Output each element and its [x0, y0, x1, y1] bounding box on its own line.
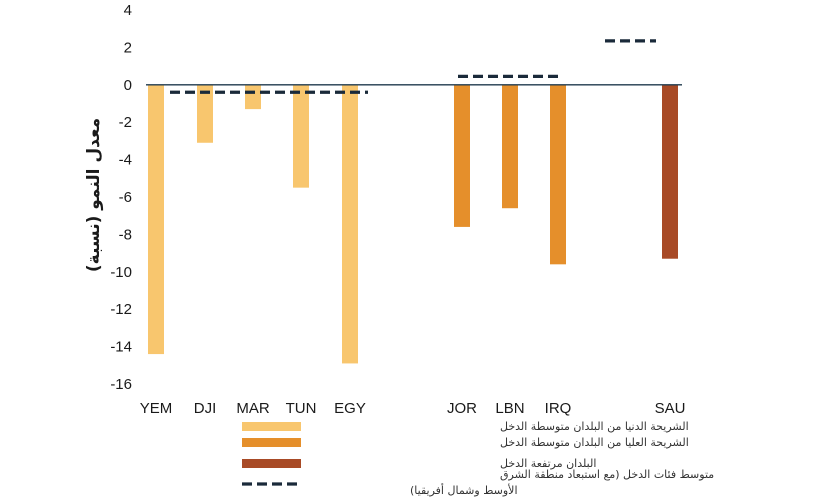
- x-label-jor: JOR: [447, 400, 477, 417]
- legend-swatch-upper-middle: [242, 438, 301, 447]
- y-tick-label: 2: [124, 39, 132, 56]
- bar-irq: [550, 84, 566, 265]
- y-tick-label: -16: [110, 376, 132, 393]
- bar-tun: [293, 84, 309, 188]
- y-tick-label: -10: [110, 264, 132, 281]
- y-tick-label: -8: [119, 226, 132, 243]
- y-tick-label: -2: [119, 114, 132, 131]
- x-label-egy: EGY: [334, 400, 366, 417]
- bar-egy: [342, 84, 358, 364]
- x-label-lbn: LBN: [495, 400, 524, 417]
- x-label-dji: DJI: [194, 400, 217, 417]
- x-label-irq: IRQ: [545, 400, 572, 417]
- bar-dji: [197, 84, 213, 143]
- y-tick-label: -6: [119, 189, 132, 206]
- bars: [148, 84, 678, 364]
- y-tick-label: -14: [110, 339, 132, 356]
- x-label-mar: MAR: [236, 400, 270, 417]
- x-label-yem: YEM: [140, 400, 173, 417]
- y-tick-label: -12: [110, 301, 132, 318]
- y-tick-label: 0: [124, 77, 132, 94]
- average-lines: [170, 39, 656, 94]
- legend-label-high: البلدان مرتفعة الدخل: [500, 457, 596, 470]
- legend-label-average-line2: الأوسط وشمال أفريقيا): [410, 483, 518, 497]
- bar-yem: [148, 84, 164, 355]
- bar-lbn: [502, 84, 518, 209]
- bar-jor: [454, 84, 470, 227]
- legend-swatch-lower-middle: [242, 422, 301, 431]
- bar-mar: [245, 84, 261, 110]
- y-tick-label: 4: [124, 2, 132, 19]
- bar-sau: [662, 84, 678, 259]
- y-tick-label: -4: [119, 152, 132, 169]
- legend-swatch-high: [242, 459, 301, 468]
- y-axis-label: معدل النمو (نسبة): [84, 118, 104, 272]
- x-axis-labels: YEM DJI MAR TUN EGY JOR LBN IRQ SAU: [140, 400, 686, 417]
- legend-label-upper-middle: الشريحة العليا من البلدان متوسطة الدخل: [500, 436, 689, 449]
- y-axis-ticks: 4 2 0 -2 -4 -6 -8 -10 -12 -14 -16: [110, 2, 132, 393]
- x-label-tun: TUN: [286, 400, 317, 417]
- x-label-sau: SAU: [655, 400, 686, 417]
- legend-label-average-line1: متوسط فئات الدخل (مع استبعاد منطقة الشرق: [500, 468, 714, 481]
- legend-label-lower-middle: الشريحة الدنيا من البلدان متوسطة الدخل: [500, 420, 689, 433]
- legend: الشريحة الدنيا من البلدان متوسطة الدخل ال…: [242, 420, 714, 497]
